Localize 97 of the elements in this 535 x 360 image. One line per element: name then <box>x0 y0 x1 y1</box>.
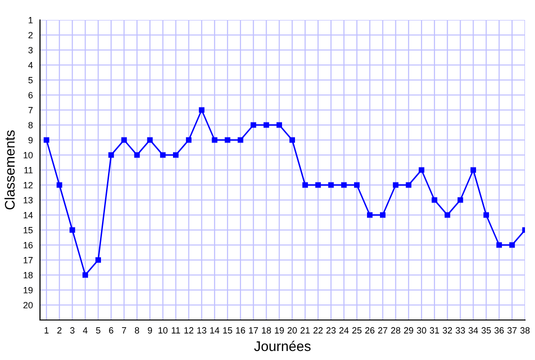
y-tick-label: 19 <box>24 286 33 294</box>
point <box>198 107 204 113</box>
point <box>212 137 218 143</box>
x-tick-label: 36 <box>494 327 504 334</box>
x-tick-label: 11 <box>172 327 180 334</box>
y-tick-label: 9 <box>28 136 33 144</box>
point <box>250 122 256 128</box>
x-tick-label: 10 <box>158 327 168 334</box>
point <box>95 257 101 263</box>
y-tick-label: 18 <box>24 272 33 278</box>
x-tick-label: 4 <box>82 327 88 334</box>
y-tick-label: 17 <box>24 257 33 264</box>
x-tick-label: 9 <box>148 327 152 334</box>
point <box>444 212 450 218</box>
x-tick-label: 15 <box>223 327 232 334</box>
x-tick-label: 30 <box>416 327 426 334</box>
x-tick-label: 3 <box>70 327 74 334</box>
y-tick-label: 12 <box>24 182 33 188</box>
x-tick-label: 13 <box>197 327 206 334</box>
point <box>406 182 412 188</box>
point <box>418 167 424 173</box>
x-tick-label: 21 <box>300 327 310 334</box>
x-tick-label: 32 <box>442 327 452 334</box>
point <box>160 152 166 158</box>
point <box>302 182 308 188</box>
y-tick-label: 16 <box>24 242 33 248</box>
point <box>173 152 179 158</box>
x-tick-label: 1 <box>44 327 49 334</box>
y-tick-label: 10 <box>24 152 33 158</box>
x-tick-label: 29 <box>404 327 414 334</box>
x-tick-label: 33 <box>456 327 465 334</box>
x-tick-label: 26 <box>365 327 374 334</box>
point <box>458 197 464 203</box>
point <box>186 137 192 143</box>
y-tick-label: 11 <box>24 167 33 174</box>
x-tick-label: 20 <box>288 327 297 334</box>
y-axis-title: Classements <box>4 130 15 210</box>
y-tick-label: 1 <box>28 17 33 24</box>
point <box>470 167 476 173</box>
point <box>147 137 153 143</box>
point <box>224 137 230 143</box>
point <box>44 137 50 143</box>
point <box>328 182 334 188</box>
point <box>238 137 244 143</box>
point <box>56 182 62 188</box>
x-tick-label: 5 <box>96 327 100 334</box>
point <box>380 212 386 218</box>
point <box>315 182 321 188</box>
point <box>121 137 127 143</box>
y-tick-label: 2 <box>28 32 33 38</box>
point <box>82 272 88 278</box>
x-tick-label: 6 <box>109 327 114 334</box>
point <box>70 227 76 233</box>
x-tick-label: 17 <box>249 327 258 334</box>
y-tick-label: 3 <box>28 46 33 54</box>
x-tick-label: 31 <box>430 327 440 334</box>
x-tick-label: 19 <box>274 327 284 334</box>
y-tick-label: 5 <box>28 77 33 84</box>
y-tick-label: 8 <box>28 122 33 128</box>
x-tick-label: 25 <box>352 327 362 334</box>
point <box>134 152 140 158</box>
x-tick-label: 14 <box>210 327 220 334</box>
x-tick-label: 34 <box>468 327 478 334</box>
y-tick-label: 6 <box>28 92 33 98</box>
point <box>108 152 114 158</box>
point <box>367 212 373 218</box>
y-tick-label: 13 <box>24 196 33 204</box>
x-tick-label: 22 <box>314 327 323 334</box>
point <box>392 182 398 188</box>
point <box>289 137 295 143</box>
x-tick-label: 16 <box>236 327 246 334</box>
y-tick-label: 20 <box>23 302 33 308</box>
x-tick-label: 12 <box>184 327 194 334</box>
point <box>264 122 270 128</box>
point <box>496 242 502 248</box>
x-tick-label: 2 <box>57 327 62 334</box>
y-tick-label: 7 <box>28 107 33 114</box>
point <box>341 182 347 188</box>
x-tick-label: 7 <box>122 327 126 334</box>
y-tick-label: 4 <box>28 62 33 68</box>
y-tick-label: 14 <box>24 212 33 218</box>
x-tick-label: 24 <box>339 327 349 334</box>
x-tick-label: 37 <box>507 327 517 334</box>
point <box>432 197 438 203</box>
x-tick-label: 35 <box>482 327 491 334</box>
x-tick-label: 27 <box>378 327 388 334</box>
point <box>354 182 360 188</box>
x-tick-label: 23 <box>326 327 336 334</box>
x-tick-label: 38 <box>520 327 530 334</box>
x-tick-label: 18 <box>262 327 271 334</box>
point <box>276 122 282 128</box>
point <box>483 212 489 218</box>
x-tick-label: 8 <box>134 327 140 334</box>
y-tick-label: 15 <box>24 227 33 234</box>
point <box>509 242 515 248</box>
x-axis-title: Journées <box>254 340 311 352</box>
x-tick-label: 28 <box>391 327 400 334</box>
